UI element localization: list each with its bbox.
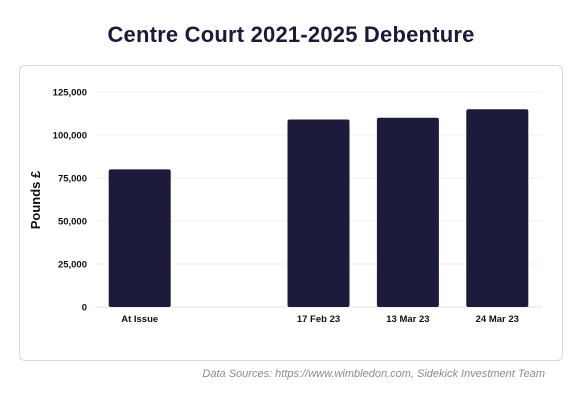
data-source-note: Data Sources: https://www.wimbledon.com,… bbox=[202, 368, 545, 380]
x-axis-ticks: At Issue 17 Feb 23 13 Mar 23 24 Mar 23 bbox=[121, 314, 519, 325]
y-tick-label: 125,000 bbox=[53, 88, 87, 99]
bar bbox=[108, 169, 171, 307]
x-tick-label: 24 Mar 23 bbox=[476, 314, 519, 325]
x-tick-label: At Issue bbox=[121, 314, 158, 325]
chart-title: Centre Court 2021-2025 Debenture bbox=[107, 22, 475, 47]
y-tick-label: 75,000 bbox=[58, 174, 87, 185]
bar bbox=[466, 109, 529, 307]
y-axis-ticks: 0 25,000 50,000 75,000 100,000 125,000 bbox=[53, 88, 87, 314]
y-tick-label: 100,000 bbox=[53, 131, 87, 142]
bar bbox=[287, 119, 350, 308]
y-tick-label: 0 bbox=[82, 303, 87, 314]
y-tick-label: 25,000 bbox=[58, 260, 87, 271]
bars bbox=[108, 109, 529, 308]
x-tick-label: 17 Feb 23 bbox=[297, 314, 340, 325]
y-tick-label: 50,000 bbox=[58, 217, 87, 228]
y-axis-label: Pounds £ bbox=[28, 170, 43, 229]
bar bbox=[376, 117, 439, 307]
x-tick-label: 13 Mar 23 bbox=[386, 314, 429, 325]
